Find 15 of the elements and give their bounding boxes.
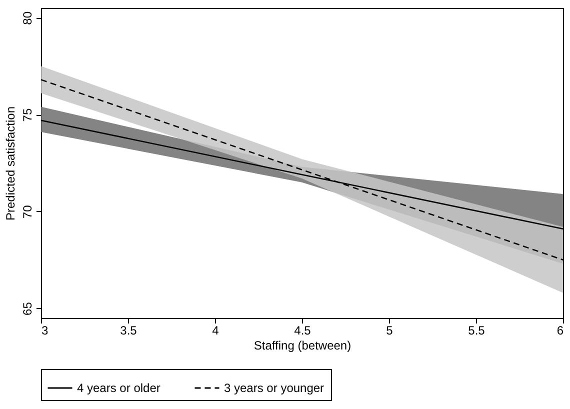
y-tick-label: 75 (20, 108, 34, 122)
x-tick-label: 4 (212, 324, 220, 338)
legend-label: 4 years or older (77, 381, 160, 395)
x-tick-label: 6 (556, 324, 564, 338)
x-tick-label: 5 (386, 324, 394, 338)
x-tick-label: 4.5 (294, 324, 312, 338)
legend-label: 3 years or younger (224, 381, 324, 395)
x-axis-title: Staffing (between) (254, 338, 352, 352)
x-tick-label: 3 (42, 324, 48, 338)
y-tick-label: 80 (20, 11, 34, 25)
y-axis-title: Predicted satisfaction (4, 106, 18, 221)
y-tick-label: 65 (20, 302, 34, 316)
x-tick-label: 3.5 (120, 324, 138, 338)
x-tick-label: 5.5 (468, 324, 486, 338)
y-tick-label: 70 (20, 204, 34, 219)
